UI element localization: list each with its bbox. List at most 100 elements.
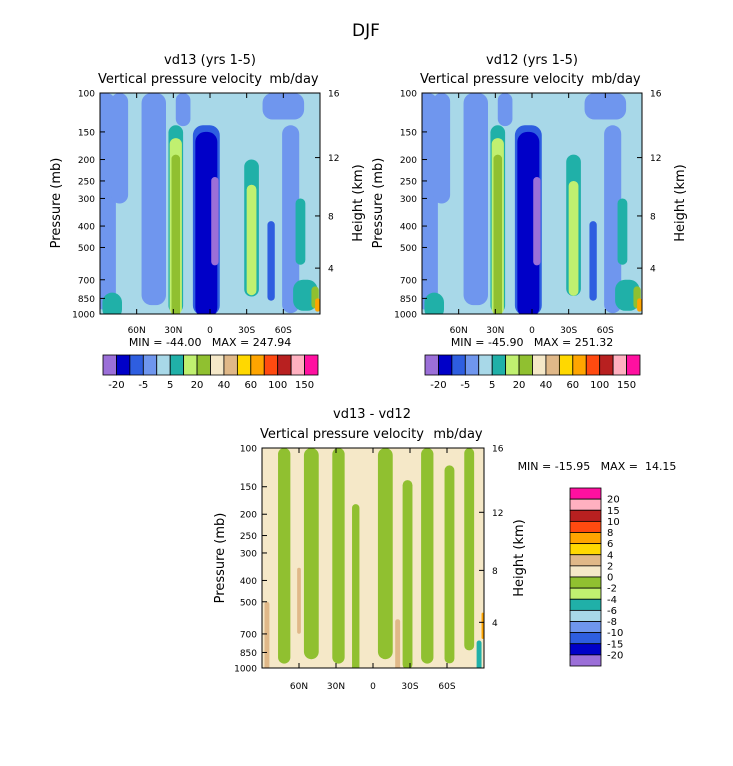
panel3-colorbar-label: 10 [607, 517, 620, 528]
panel3-colorbar-swatch [569, 587, 602, 600]
panel2-contour-region [463, 93, 488, 306]
panel1-colorbar-swatch [210, 354, 225, 376]
panel3-colorbar-swatch [569, 487, 602, 500]
panel3-y-tick-label: 200 [240, 511, 257, 521]
panel1-y-tick-label: 150 [78, 128, 95, 138]
panel2-colorbar-label: -20 [430, 380, 446, 391]
panel2-units: mb/day [591, 72, 641, 87]
panel3-y-tick-label: 1000 [234, 665, 257, 675]
panel3-colorbar-swatch [569, 598, 602, 611]
panel2-colorbar-swatch [505, 354, 520, 376]
panel2-y-tick-label: 100 [400, 90, 417, 100]
panel1-contour-region [195, 131, 218, 314]
panel3-y-tick-label: 100 [240, 445, 257, 455]
panel1-ylabel-right: Height (km) [351, 164, 366, 241]
panel3-colorbar-swatch [569, 554, 602, 567]
panel2-right-tick-label: 8 [650, 212, 656, 222]
panel2-x-tick-label: 30S [560, 326, 577, 336]
panel2-colorbar-swatch [491, 354, 507, 376]
panel2-colorbar-swatch [572, 354, 587, 376]
panel1-right-tick-label: 4 [328, 265, 334, 275]
panel2-contour-region [584, 93, 627, 120]
panel1-right-tick-label: 16 [328, 90, 340, 100]
panel3-right-tick-label: 8 [492, 567, 498, 577]
panel3-colorbar-label: -20 [607, 650, 623, 661]
panel1-contour-region [141, 93, 166, 306]
panel1-contour-region [246, 184, 257, 296]
panel1-subtitle: Vertical pressure velocity [98, 72, 262, 87]
panel3-contour-region [297, 567, 301, 634]
panel3-colorbar-swatch [569, 532, 602, 545]
panel3-right-tick-label: 4 [492, 619, 498, 629]
panel2-contour-region [589, 221, 597, 301]
panel2-contour-region [617, 198, 628, 265]
panel2-contour-region [424, 292, 444, 314]
panel2-colorbar-swatch [438, 354, 453, 376]
panel3-colorbar-swatch [569, 565, 602, 578]
panel2-colorbar-swatch [464, 354, 480, 376]
panel1-contour-region [175, 93, 191, 127]
panel1-title: vd13 (yrs 1-5) [164, 53, 256, 68]
panel3-colorbar-label: 15 [607, 506, 620, 517]
panel1-y-tick-label: 850 [78, 295, 95, 305]
panel2-colorbar-label: 5 [489, 380, 495, 391]
panel3-contour-region [377, 448, 393, 660]
panel2-x-tick-label: 30N [486, 326, 504, 336]
panel3-colorbar-swatch [569, 509, 602, 522]
panel3-colorbar-swatch [569, 632, 602, 645]
panel2-subtitle: Vertical pressure velocity [420, 72, 584, 87]
panel1-colorbar-swatch [196, 354, 211, 376]
panel1-contour-region [171, 154, 181, 314]
panel2-right-tick-label: 12 [650, 154, 661, 164]
panel3-x-tick-label: 60S [438, 682, 455, 692]
panel2-y-tick-label: 850 [400, 295, 417, 305]
panel1-colorbar-swatch [290, 354, 305, 376]
panel1-contour-region [315, 298, 320, 312]
panel2-contour-region [497, 93, 513, 127]
panel3-y-tick-label: 850 [240, 649, 257, 659]
panel3-colorbar-label: 6 [607, 539, 613, 550]
panel2-x-tick-label: 0 [529, 326, 535, 336]
panel2-colorbar-swatch [545, 354, 560, 376]
panel2-colorbar-swatch [599, 354, 614, 376]
panel3-ylabel-right: Height (km) [512, 519, 527, 596]
panel3-x-tick-label: 0 [370, 682, 376, 692]
panel2-colorbar-swatch [424, 354, 439, 376]
panel1-colorbar-swatch [156, 354, 171, 376]
panel3-colorbar-label: -8 [607, 617, 617, 628]
panel1-contour-region [111, 93, 129, 204]
panel3-colorbar-label: 4 [607, 550, 613, 561]
panel1-colorbar-swatch [116, 354, 131, 376]
panel1-x-tick-label: 60N [128, 326, 146, 336]
panel2-contour-region [604, 125, 622, 314]
panel2-contour-region [568, 180, 579, 296]
panel2-contour-region [533, 177, 541, 266]
panel1-y-tick-label: 1000 [72, 311, 95, 321]
panel2-colorbar-label: 100 [590, 380, 609, 391]
panel1-colorbar-swatch [236, 354, 252, 376]
panel3-colorbar-swatch [569, 520, 602, 533]
panel1-stats: MIN = -44.00 MAX = 247.94 [129, 336, 291, 349]
panel2-x-tick-label: 60N [450, 326, 468, 336]
panel2-title: vd12 (yrs 1-5) [486, 53, 578, 68]
panel3-x-tick-label: 60N [290, 682, 308, 692]
panel3-title: vd13 - vd12 [333, 407, 411, 422]
panel1-colorbar-label: 150 [295, 380, 314, 391]
panel3-x-tick-label: 30S [401, 682, 418, 692]
panel1-x-tick-label: 30N [164, 326, 182, 336]
panel3-contours [264, 448, 484, 668]
panel2-colorbar-swatch [626, 354, 641, 376]
panel2-colorbar-label: 150 [617, 380, 636, 391]
panel3-contour-region [395, 619, 401, 668]
panel3-colorbar-label: 20 [607, 495, 620, 506]
panel3-colorbar-label: -6 [607, 606, 617, 617]
panel1-y-tick-label: 700 [78, 276, 95, 286]
panel2-colorbar-swatch [518, 354, 533, 376]
panel2-colorbar-swatch [478, 354, 493, 376]
panel3-colorbar-swatch [569, 498, 602, 511]
panel2-colorbar-swatch [585, 354, 601, 376]
panel2-right-tick-label: 16 [650, 90, 662, 100]
panel2-y-tick-label: 400 [400, 223, 417, 233]
panel3-units: mb/day [433, 427, 483, 442]
